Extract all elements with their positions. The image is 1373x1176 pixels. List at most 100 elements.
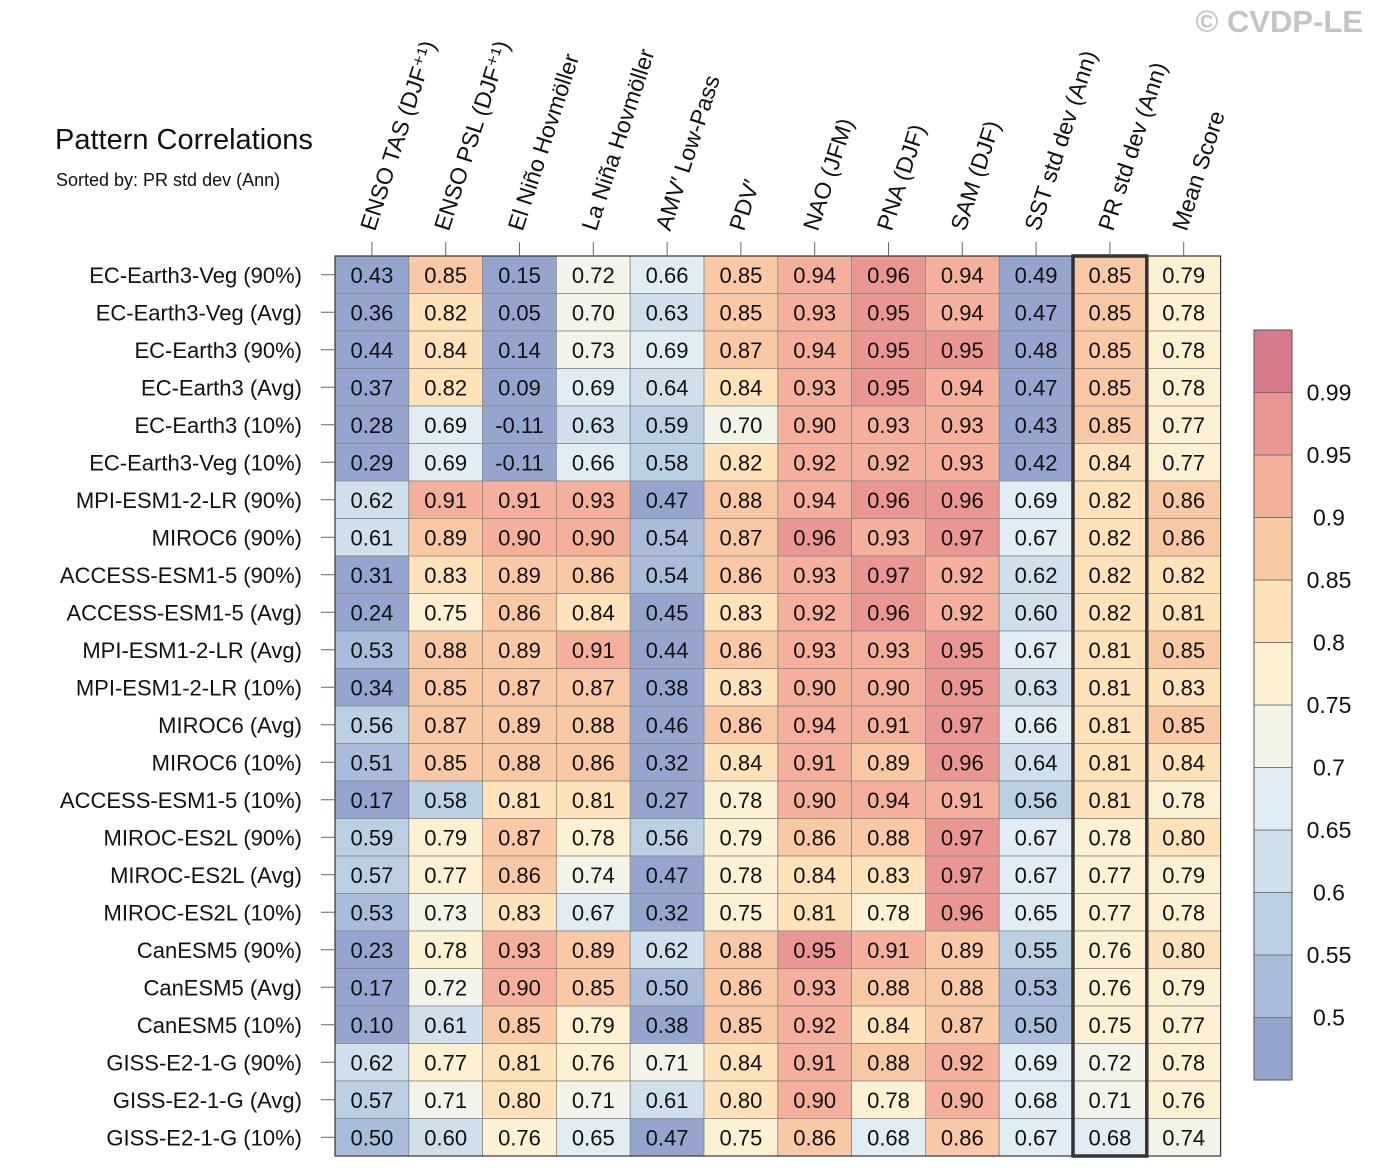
cell-value-label: 0.87	[498, 825, 541, 850]
cell-value-label: 0.75	[1088, 1013, 1131, 1038]
cell-value-label: 0.82	[424, 375, 467, 400]
heatmap-cell	[998, 555, 1074, 594]
cell-value-label: 0.89	[867, 750, 910, 775]
cell-value-label: 0.65	[1015, 900, 1058, 925]
heatmap-cell	[777, 368, 852, 407]
cell-value-label: 0.87	[941, 1013, 984, 1038]
cell-value-label: 0.85	[1162, 638, 1205, 663]
cell-value-label: 0.68	[1088, 1125, 1131, 1150]
heatmap-cell	[1072, 893, 1148, 932]
cell-value-label: 0.81	[1088, 638, 1131, 663]
cell-value-label: 0.59	[646, 413, 689, 438]
cell-value-label: 0.82	[1088, 525, 1131, 550]
heatmap-cell	[1072, 368, 1148, 407]
cell-value-label: 0.84	[1088, 450, 1131, 475]
heatmap-cell	[1072, 855, 1148, 894]
row-label: CanESM5 (90%)	[137, 938, 302, 963]
heatmap-cell	[851, 405, 926, 444]
cell-value-label: 0.78	[719, 788, 762, 813]
heatmap-cell	[408, 480, 483, 519]
cell-value-label: 0.44	[350, 338, 393, 363]
heatmap-cell	[1072, 518, 1148, 557]
cell-value-label: 0.85	[1088, 413, 1131, 438]
cell-value-label: 0.90	[941, 1088, 984, 1113]
cell-value-label: 0.82	[1162, 563, 1205, 588]
cell-value-label: 0.86	[1162, 488, 1205, 513]
cell-value-label: 0.47	[1015, 300, 1058, 325]
cell-value-label: 0.56	[350, 713, 393, 738]
cell-value-label: 0.76	[498, 1125, 541, 1150]
heatmap-cell	[408, 668, 483, 707]
heatmap-cell	[998, 1118, 1074, 1157]
heatmap-cell	[482, 630, 557, 669]
colorbar-segment	[1253, 704, 1293, 768]
cell-value-label: 0.05	[498, 300, 541, 325]
heatmap-cell	[851, 968, 926, 1007]
heatmap-cell	[998, 368, 1074, 407]
cell-value-label: 0.71	[572, 1088, 615, 1113]
heatmap-cell	[1146, 893, 1222, 932]
heatmap-cell	[851, 255, 926, 294]
cell-value-label: 0.87	[572, 675, 615, 700]
cell-value-label: 0.38	[646, 675, 689, 700]
heatmap-cell	[482, 1118, 557, 1157]
heatmap-cell	[482, 705, 557, 744]
cell-value-label: 0.62	[350, 1050, 393, 1075]
heatmap-cell	[556, 968, 631, 1007]
heatmap-cell	[925, 1005, 1000, 1044]
cell-value-label: 0.78	[1162, 1050, 1205, 1075]
cell-value-label: 0.56	[646, 825, 689, 850]
cell-value-label: 0.95	[941, 338, 984, 363]
cell-value-label: 0.68	[867, 1125, 910, 1150]
cell-value-label: 0.93	[867, 413, 910, 438]
heatmap-cell	[925, 855, 1000, 894]
heatmap-cell	[851, 893, 926, 932]
cell-value-label: 0.90	[793, 1088, 836, 1113]
cell-value-label: 0.91	[867, 938, 910, 963]
cell-value-label: 0.79	[1162, 863, 1205, 888]
heatmap-cell	[851, 668, 926, 707]
cell-value-label: 0.53	[350, 638, 393, 663]
heatmap-cell	[1146, 855, 1222, 894]
heatmap-cell	[482, 855, 557, 894]
chart-title: Pattern Correlations	[55, 124, 313, 156]
heatmap-cell	[925, 443, 1000, 482]
cell-value-label: 0.91	[424, 488, 467, 513]
cell-value-label: 0.85	[719, 1013, 762, 1038]
heatmap-cell	[777, 1080, 852, 1119]
cell-value-label: 0.85	[1088, 338, 1131, 363]
heatmap-cell	[556, 780, 631, 819]
heatmap-cell	[334, 893, 410, 932]
heatmap-cell	[334, 930, 410, 969]
heatmap-cell	[1072, 1043, 1148, 1082]
cell-value-label: 0.88	[424, 638, 467, 663]
cell-value-label: 0.92	[941, 600, 984, 625]
cell-value-label: 0.81	[1088, 675, 1131, 700]
row-label: MIROC-ES2L (90%)	[104, 825, 302, 850]
cell-value-label: 0.87	[719, 338, 762, 363]
heatmap-cell	[334, 780, 410, 819]
heatmap-cell	[408, 443, 483, 482]
column-label: PR std dev (Ann)	[1093, 59, 1172, 234]
cell-value-label: 0.47	[646, 488, 689, 513]
heatmap-cell	[408, 1118, 483, 1157]
heatmap-cell	[408, 368, 483, 407]
heatmap-cell	[1072, 293, 1148, 332]
cell-value-label: 0.90	[572, 525, 615, 550]
cell-value-label: 0.92	[867, 450, 910, 475]
heatmap-cell	[1072, 480, 1148, 519]
cell-value-label: 0.44	[646, 638, 689, 663]
row-label: EC-Earth3 (Avg)	[141, 375, 302, 400]
heatmap-cell	[998, 1080, 1074, 1119]
row-label: EC-Earth3-Veg (90%)	[89, 263, 302, 288]
heatmap-cell	[482, 1005, 557, 1044]
heatmap-cell	[998, 518, 1074, 557]
heatmap-cell	[851, 555, 926, 594]
cell-value-label: 0.97	[941, 525, 984, 550]
heatmap-cell	[408, 593, 483, 632]
heatmap-cell	[998, 405, 1074, 444]
colorbar-tick-label: 0.75	[1307, 692, 1352, 718]
cell-value-label: 0.85	[1162, 713, 1205, 738]
heatmap-cell	[998, 593, 1074, 632]
cell-value-label: 0.47	[646, 1125, 689, 1150]
